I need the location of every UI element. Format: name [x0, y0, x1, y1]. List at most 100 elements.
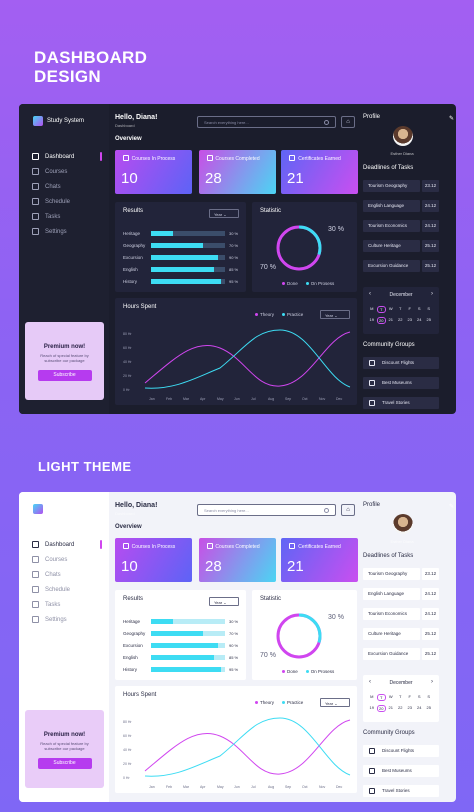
month-tick: Apr: [200, 397, 206, 401]
globe-icon: [369, 400, 375, 406]
chevron-right-icon[interactable]: ›: [431, 291, 433, 297]
task-item[interactable]: English Language 24.12: [363, 588, 439, 600]
search-icon[interactable]: [324, 507, 329, 513]
result-value: 85 %: [229, 654, 239, 660]
weekday: S: [427, 694, 431, 699]
nav-item-courses[interactable]: Courses: [32, 552, 102, 567]
nav-item-chats[interactable]: Chats: [32, 179, 102, 194]
nav-item-settings[interactable]: Settings: [32, 224, 102, 239]
nav-item-dashboard[interactable]: Dashboard: [32, 537, 102, 552]
date-cell[interactable]: 19: [369, 317, 374, 322]
group-item[interactable]: Best Museums: [363, 377, 439, 389]
task-item[interactable]: Excursion Guidance 25.12: [363, 260, 439, 272]
courses-in-process-card[interactable]: Courses In Process 10: [115, 538, 192, 582]
y-tick: 60 Hr: [123, 734, 132, 738]
nav-item-tasks[interactable]: Tasks: [32, 597, 102, 612]
date-cell[interactable]: 22: [398, 705, 403, 710]
date-cell[interactable]: 23: [407, 317, 412, 322]
result-label: Heritage: [123, 230, 141, 236]
search-input[interactable]: Search everything here...: [197, 504, 336, 516]
nav-item-schedule[interactable]: Schedule: [32, 194, 102, 209]
chevron-left-icon[interactable]: ‹: [369, 679, 371, 685]
date-cell[interactable]: 23: [407, 705, 412, 710]
nav-menu: Dashboard Courses Chats Schedule Tasks S…: [32, 149, 102, 239]
month-tick: Jan: [149, 785, 155, 789]
notification-button[interactable]: ⌂: [341, 116, 355, 128]
subscribe-button[interactable]: Subscribe: [37, 370, 92, 381]
task-item[interactable]: Tourism Economics 24.12: [363, 608, 439, 620]
group-item[interactable]: Travel Stories: [363, 785, 439, 797]
premium-title: Premium now!: [43, 732, 86, 738]
search-input[interactable]: Search everything here...: [197, 116, 336, 128]
date-cell[interactable]: 20: [376, 705, 386, 712]
legend-theory: Theory: [255, 700, 274, 705]
group-item[interactable]: Discount Flights: [363, 745, 439, 757]
weekday: M: [370, 694, 374, 699]
certificates-earned-card[interactable]: Certificates Earned 21: [281, 150, 358, 194]
subscribe-button[interactable]: Subscribe: [37, 758, 92, 769]
tasks-icon: [32, 601, 39, 608]
hours-year-select[interactable]: Year ⌄: [320, 310, 350, 319]
result-label: Heritage: [123, 618, 141, 624]
edit-icon[interactable]: ✎: [449, 116, 455, 122]
nav-item-courses[interactable]: Courses: [32, 164, 102, 179]
courses-in-process-card[interactable]: Courses In Process 10: [115, 150, 192, 194]
results-year-select[interactable]: Year ⌄: [209, 597, 239, 606]
statistic-title: Statistic: [260, 208, 282, 214]
task-item[interactable]: Tourism Geography 23.12: [363, 568, 439, 580]
result-track: [151, 630, 225, 636]
chevron-right-icon[interactable]: ›: [431, 679, 433, 685]
nav-item-chats[interactable]: Chats: [32, 567, 102, 582]
date-cell[interactable]: 24: [417, 705, 422, 710]
group-item[interactable]: Travel Stories: [363, 397, 439, 409]
group-item[interactable]: Discount Flights: [363, 357, 439, 369]
card-value: 21: [287, 170, 304, 187]
date-cell[interactable]: 25: [426, 317, 431, 322]
date-cell[interactable]: 24: [417, 317, 422, 322]
gear-icon: [32, 228, 39, 235]
results-year-select[interactable]: Year ⌄: [209, 209, 239, 218]
task-item[interactable]: Culture Heritage 25.12: [363, 628, 439, 640]
edit-icon[interactable]: ✎: [449, 504, 455, 510]
right-panel: Profile ✎ Esther Diana Deadlines of Task…: [363, 492, 456, 802]
search-icon[interactable]: [324, 119, 329, 125]
nav-item-settings[interactable]: Settings: [32, 612, 102, 627]
card-value: 21: [287, 558, 304, 575]
task-item[interactable]: English Language 24.12: [363, 200, 439, 212]
nav-item-schedule[interactable]: Schedule: [32, 582, 102, 597]
courses-completed-card[interactable]: Courses Completed 28: [199, 150, 276, 194]
hours-year-select[interactable]: Year ⌄: [320, 698, 350, 707]
legend-label: Practice: [287, 700, 304, 705]
certificates-earned-card[interactable]: Certificates Earned 21: [281, 538, 358, 582]
courses-icon: [32, 556, 39, 563]
nav-item-tasks[interactable]: Tasks: [32, 209, 102, 224]
tasks-icon: [32, 213, 39, 220]
date-cell[interactable]: 25: [426, 705, 431, 710]
task-item[interactable]: Excursion Guidance 25.12: [363, 648, 439, 660]
done-percent: 70 %: [260, 652, 276, 659]
task-item[interactable]: Tourism Economics 24.12: [363, 220, 439, 232]
avatar[interactable]: [393, 514, 413, 534]
legend-label: Theory: [260, 700, 275, 705]
group-name: Travel Stories: [382, 788, 410, 793]
brand: Study System: [33, 504, 84, 514]
y-tick: 80 Hr: [123, 720, 132, 724]
nav-label: Chats: [45, 183, 61, 190]
date-cell[interactable]: 22: [398, 317, 403, 322]
date-cell[interactable]: 20: [376, 317, 386, 324]
date-cell[interactable]: 21: [388, 705, 393, 710]
date-cell[interactable]: 21: [388, 317, 393, 322]
results-title: Results: [123, 208, 144, 214]
avatar[interactable]: [393, 126, 413, 146]
chevron-left-icon[interactable]: ‹: [369, 291, 371, 297]
task-item[interactable]: Culture Heritage 25.12: [363, 240, 439, 252]
date-cell[interactable]: 19: [369, 705, 374, 710]
task-date: 24.12: [422, 588, 439, 600]
task-item[interactable]: Tourism Geography 23.12: [363, 180, 439, 192]
notification-button[interactable]: ⌂: [341, 504, 355, 516]
courses-completed-card[interactable]: Courses Completed 28: [199, 538, 276, 582]
bell-icon: ⌂: [346, 119, 350, 125]
task-name: Excursion Guidance: [363, 648, 420, 660]
group-item[interactable]: Best Museums: [363, 765, 439, 777]
nav-item-dashboard[interactable]: Dashboard: [32, 149, 102, 164]
